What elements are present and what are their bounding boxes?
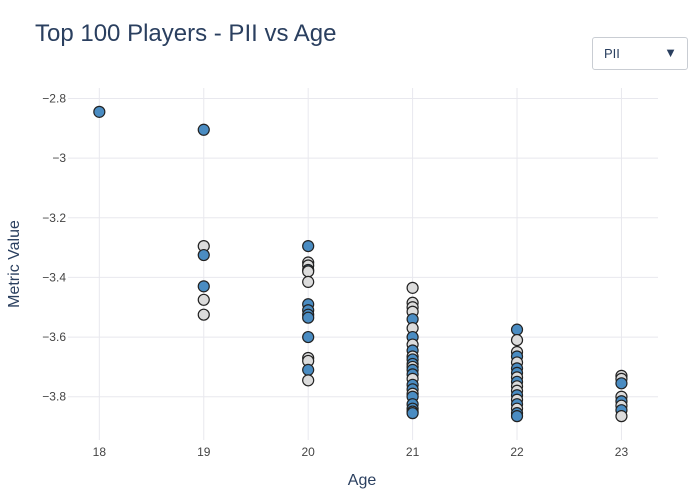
data-point[interactable] (197, 308, 210, 321)
x-tick-label: 23 (615, 445, 629, 459)
data-point[interactable] (197, 280, 210, 293)
y-axis-ticks: −2.8 −3 −3.2 −3.4 −3.6 −3.8 (42, 91, 66, 403)
metric-dropdown-value: PII (604, 46, 620, 61)
x-tick-label: 19 (197, 445, 211, 459)
grid-lines (68, 88, 658, 440)
data-point[interactable] (302, 265, 315, 278)
y-tick-label: −3.6 (42, 330, 66, 344)
x-tick-label: 20 (301, 445, 315, 459)
x-tick-label: 21 (406, 445, 420, 459)
data-point[interactable] (197, 123, 210, 136)
data-point[interactable] (406, 407, 419, 420)
x-tick-label: 22 (510, 445, 524, 459)
data-point[interactable] (510, 333, 524, 347)
x-axis-ticks: 18 19 20 21 22 23 (93, 445, 629, 459)
chevron-down-icon: ▼ (664, 45, 677, 60)
data-point[interactable] (615, 410, 628, 423)
y-tick-label: −3.4 (42, 270, 66, 284)
y-tick-label: −3.8 (42, 390, 66, 404)
metric-dropdown[interactable]: PII ▼ (592, 37, 688, 70)
data-point[interactable] (510, 323, 524, 336)
data-point[interactable] (93, 105, 106, 118)
data-point[interactable] (302, 330, 315, 344)
data-point[interactable] (302, 374, 315, 387)
y-tick-label: −3.2 (42, 211, 66, 225)
data-point[interactable] (406, 281, 419, 294)
data-point[interactable] (302, 363, 315, 376)
x-tick-label: 18 (93, 445, 107, 459)
chart-title: Top 100 Players - PII vs Age (35, 20, 337, 47)
y-tick-label: −3 (52, 151, 66, 165)
data-point[interactable] (197, 293, 210, 306)
data-point[interactable] (302, 311, 315, 324)
data-point[interactable] (197, 248, 210, 262)
y-tick-label: −2.8 (42, 91, 66, 105)
x-axis-label: Age (348, 472, 377, 489)
data-point[interactable] (615, 377, 628, 390)
data-point[interactable] (302, 240, 315, 253)
data-point[interactable] (302, 275, 315, 288)
data-point[interactable] (510, 410, 524, 423)
data-points (93, 105, 628, 423)
y-axis-label: Metric Value (6, 220, 23, 308)
